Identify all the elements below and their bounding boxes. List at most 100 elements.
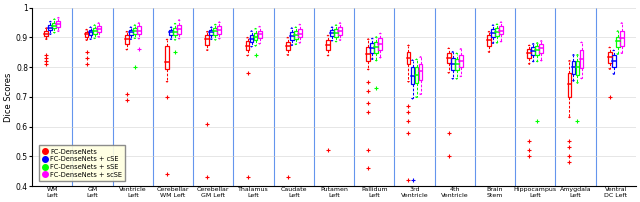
Polygon shape	[53, 19, 56, 20]
Polygon shape	[577, 54, 579, 55]
Bar	[620, 31, 623, 46]
Polygon shape	[291, 45, 293, 46]
Bar	[253, 33, 257, 40]
Bar	[374, 42, 378, 53]
Polygon shape	[93, 38, 95, 39]
Polygon shape	[528, 45, 531, 46]
Polygon shape	[408, 45, 410, 46]
Polygon shape	[412, 60, 413, 61]
Bar	[616, 37, 620, 47]
Polygon shape	[371, 38, 373, 39]
Polygon shape	[612, 50, 615, 51]
Polygon shape	[287, 37, 289, 38]
Bar	[378, 38, 382, 50]
Polygon shape	[532, 43, 534, 44]
Bar	[568, 73, 572, 97]
Polygon shape	[86, 29, 88, 30]
Polygon shape	[250, 31, 253, 32]
Polygon shape	[371, 59, 373, 60]
Polygon shape	[58, 17, 60, 18]
Polygon shape	[500, 22, 502, 23]
Bar	[56, 21, 60, 27]
Y-axis label: Dice Scores: Dice Scores	[4, 72, 13, 122]
Bar	[572, 61, 575, 74]
Polygon shape	[339, 40, 341, 41]
Polygon shape	[456, 78, 458, 79]
Bar	[531, 47, 535, 55]
Bar	[527, 49, 531, 58]
Bar	[366, 47, 370, 61]
Polygon shape	[568, 60, 570, 61]
Polygon shape	[335, 41, 337, 42]
Polygon shape	[327, 55, 329, 56]
Bar	[535, 46, 539, 55]
Polygon shape	[460, 48, 462, 49]
Polygon shape	[380, 33, 381, 34]
Polygon shape	[218, 22, 220, 23]
Bar	[177, 25, 181, 34]
Bar	[258, 31, 262, 38]
Polygon shape	[460, 76, 462, 77]
Bar	[334, 29, 338, 37]
Bar	[44, 31, 48, 36]
Polygon shape	[419, 94, 422, 95]
Polygon shape	[125, 31, 128, 32]
Polygon shape	[536, 42, 538, 43]
Polygon shape	[415, 59, 417, 60]
Bar	[495, 28, 499, 36]
Bar	[205, 35, 209, 44]
Polygon shape	[170, 27, 172, 28]
Polygon shape	[496, 24, 498, 25]
Polygon shape	[492, 43, 494, 44]
Polygon shape	[415, 97, 417, 98]
Polygon shape	[246, 37, 248, 38]
Polygon shape	[86, 40, 88, 41]
Legend: FC-DenseNets, FC-DenseNets + cSE, FC-DenseNets + sSE, FC-DenseNets + scSE: FC-DenseNets, FC-DenseNets + cSE, FC-Den…	[38, 145, 125, 181]
Polygon shape	[532, 61, 534, 62]
Polygon shape	[206, 31, 209, 32]
Bar	[451, 58, 454, 69]
Polygon shape	[299, 24, 301, 25]
Polygon shape	[612, 74, 615, 75]
Bar	[125, 35, 129, 44]
Polygon shape	[295, 27, 297, 28]
Polygon shape	[45, 39, 47, 40]
Polygon shape	[206, 50, 209, 51]
Bar	[608, 52, 612, 63]
Polygon shape	[138, 38, 140, 39]
Polygon shape	[488, 52, 490, 53]
Polygon shape	[488, 31, 490, 32]
Bar	[213, 28, 217, 35]
Bar	[338, 27, 342, 35]
Bar	[499, 26, 503, 34]
Polygon shape	[452, 51, 454, 52]
Bar	[575, 61, 579, 76]
Bar	[419, 64, 422, 80]
Bar	[411, 67, 415, 84]
Polygon shape	[452, 78, 454, 79]
Polygon shape	[53, 32, 56, 33]
Polygon shape	[540, 40, 542, 41]
Polygon shape	[125, 49, 128, 50]
Polygon shape	[214, 39, 216, 40]
Polygon shape	[210, 39, 212, 40]
Polygon shape	[572, 54, 575, 55]
Polygon shape	[580, 42, 582, 43]
Polygon shape	[540, 60, 542, 61]
Polygon shape	[295, 44, 297, 45]
Polygon shape	[287, 55, 289, 56]
Polygon shape	[246, 55, 248, 56]
Polygon shape	[250, 46, 253, 47]
Bar	[137, 26, 141, 34]
Polygon shape	[259, 43, 260, 44]
Polygon shape	[58, 31, 60, 32]
Bar	[52, 23, 56, 28]
Polygon shape	[134, 38, 136, 39]
Polygon shape	[496, 42, 498, 43]
Bar	[459, 55, 463, 67]
Bar	[97, 26, 100, 32]
Polygon shape	[218, 38, 220, 39]
Bar	[487, 35, 491, 46]
Polygon shape	[380, 57, 381, 58]
Bar	[580, 50, 584, 68]
